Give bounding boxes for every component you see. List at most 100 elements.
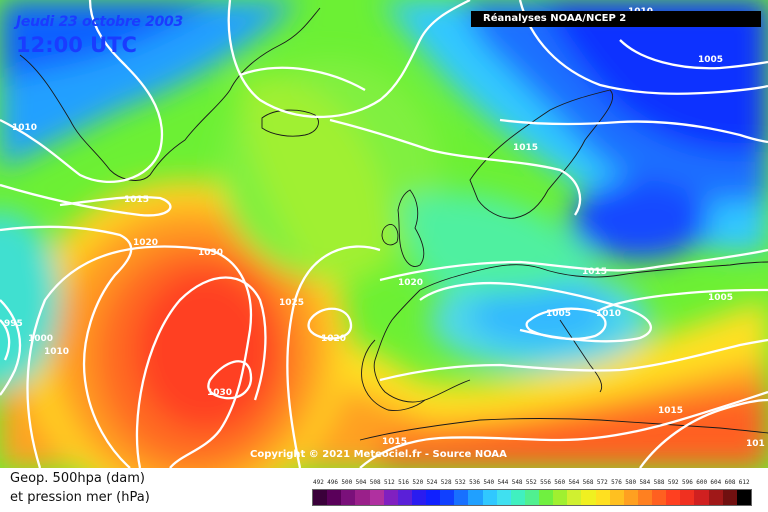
scale-swatch bbox=[694, 490, 709, 505]
scale-tick-label: 504 bbox=[355, 479, 367, 486]
scale-swatch bbox=[454, 490, 469, 505]
isobar-label: 1010 bbox=[12, 123, 37, 133]
legend-footer: Geop. 500hpa (dam) et pression mer (hPa)… bbox=[0, 468, 768, 512]
isobar-label: 1005 bbox=[546, 309, 571, 319]
isobar-label: 1030 bbox=[207, 388, 232, 398]
scale-swatch bbox=[567, 490, 582, 505]
scale-swatch bbox=[482, 490, 497, 505]
scale-tick-label: 548 bbox=[511, 479, 523, 486]
scale-tick-label: 568 bbox=[582, 479, 594, 486]
scale-swatch bbox=[355, 490, 370, 505]
geopotential-map: 1010 1010 1005 1015 1015 1020 1030 1025 … bbox=[0, 0, 768, 468]
scale-swatch bbox=[411, 490, 426, 505]
north-africa-coast bbox=[359, 418, 768, 441]
colour-scale: 492 496 500 504 508 512 516 520 524 528 532 536 540 5… bbox=[312, 479, 752, 507]
scale-tick-label: 536 bbox=[469, 479, 480, 486]
scale-swatch bbox=[736, 490, 751, 505]
scale-swatch bbox=[468, 490, 483, 505]
colour-scale-ticks: 492 496 500 504 508 512 516 520 524 528 532 536 540 5… bbox=[312, 479, 752, 490]
greenland-coast bbox=[19, 7, 321, 181]
isobar-label: 1015 bbox=[513, 143, 538, 153]
scale-swatch bbox=[595, 490, 610, 505]
scale-swatch bbox=[708, 490, 723, 505]
isobar-label: 1015 bbox=[658, 406, 683, 416]
scale-tick-label: 600 bbox=[696, 479, 708, 486]
scale-tick-label: 592 bbox=[667, 479, 679, 486]
scale-tick-label: 524 bbox=[426, 479, 438, 486]
isobar-label: 1020 bbox=[398, 278, 423, 288]
isobar-label: 1020 bbox=[321, 334, 346, 344]
isobar-label: 1000 bbox=[28, 334, 53, 344]
scale-tick-label: 588 bbox=[653, 479, 665, 486]
source-banner: Réanalyses NOAA/NCEP 2 bbox=[471, 11, 761, 27]
isobar-label: 1005 bbox=[698, 55, 723, 65]
mainland-europe-coast bbox=[373, 261, 768, 403]
scale-swatch bbox=[397, 490, 412, 505]
scale-tick-label: 608 bbox=[724, 479, 736, 486]
scale-swatch bbox=[327, 490, 342, 505]
isobar-label: 1015 bbox=[582, 267, 607, 277]
isobar-label: 1015 bbox=[382, 437, 407, 447]
coastlines bbox=[19, 7, 768, 441]
scale-tick-label: 544 bbox=[497, 479, 509, 486]
colour-field bbox=[0, 0, 768, 468]
scale-tick-label: 528 bbox=[440, 479, 452, 486]
isobar-label: 1030 bbox=[198, 248, 223, 258]
scale-swatch bbox=[440, 490, 455, 505]
scale-tick-label: 532 bbox=[454, 479, 466, 486]
legend-title-geopotential: Geop. 500hpa (dam) bbox=[10, 471, 145, 486]
scale-tick-label: 564 bbox=[568, 479, 580, 486]
scale-tick-label: 580 bbox=[625, 479, 637, 486]
scale-tick-label: 604 bbox=[710, 479, 722, 486]
isobar-label: 1015 bbox=[124, 195, 149, 205]
scale-tick-label: 596 bbox=[682, 479, 693, 486]
scale-tick-label: 508 bbox=[369, 479, 381, 486]
scale-tick-label: 584 bbox=[639, 479, 651, 486]
isobars bbox=[0, 0, 768, 468]
iceland-coast bbox=[261, 109, 319, 137]
isobar-label: 1005 bbox=[708, 293, 733, 303]
isobar-label: 1025 bbox=[279, 298, 304, 308]
scale-tick-label: 520 bbox=[412, 479, 424, 486]
scale-swatch bbox=[666, 490, 681, 505]
legend-title-pressure: et pression mer (hPa) bbox=[10, 490, 150, 505]
scale-tick-label: 572 bbox=[596, 479, 608, 486]
british-isles-coast bbox=[381, 189, 425, 267]
map-date: Jeudi 23 octobre 2003 bbox=[16, 14, 183, 30]
scale-tick-label: 576 bbox=[611, 479, 622, 486]
scale-tick-label: 540 bbox=[483, 479, 495, 486]
scale-swatch bbox=[539, 490, 554, 505]
iberia-coast bbox=[361, 339, 426, 411]
scale-swatch bbox=[680, 490, 695, 505]
isobar-label: 1010 bbox=[44, 347, 69, 357]
isobar-label: 1010 bbox=[596, 309, 621, 319]
scale-swatch bbox=[496, 490, 511, 505]
scale-swatch bbox=[581, 490, 596, 505]
scale-tick-label: 496 bbox=[327, 479, 339, 486]
colour-scale-bar bbox=[312, 489, 752, 506]
scale-tick-label: 512 bbox=[383, 479, 395, 486]
scale-swatch bbox=[383, 490, 398, 505]
scale-swatch bbox=[553, 490, 568, 505]
scale-swatch bbox=[637, 490, 652, 505]
scale-swatch bbox=[313, 490, 328, 505]
map-time: 12:00 UTC bbox=[16, 33, 137, 57]
scale-swatch bbox=[609, 490, 624, 505]
scale-tick-label: 612 bbox=[738, 479, 750, 486]
scale-swatch bbox=[369, 490, 384, 505]
scale-tick-label: 500 bbox=[341, 479, 353, 486]
scale-swatch bbox=[341, 490, 356, 505]
copyright-notice: Copyright © 2021 Meteociel.fr - Source N… bbox=[250, 449, 507, 460]
scale-tick-label: 560 bbox=[554, 479, 566, 486]
scale-swatch bbox=[524, 490, 539, 505]
isobar-label: 995 bbox=[4, 319, 23, 329]
scale-tick-label: 492 bbox=[313, 479, 324, 486]
scale-tick-label: 552 bbox=[525, 479, 537, 486]
scandinavia-coast bbox=[469, 89, 614, 219]
scale-swatch bbox=[510, 490, 525, 505]
scale-tick-label: 556 bbox=[540, 479, 551, 486]
scale-tick-label: 516 bbox=[398, 479, 409, 486]
isobar-label: 101 bbox=[746, 439, 765, 449]
scale-swatch bbox=[722, 490, 737, 505]
